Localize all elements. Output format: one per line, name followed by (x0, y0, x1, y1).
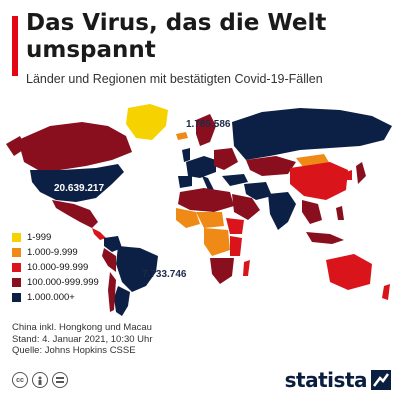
iceland-region (176, 132, 188, 140)
footnote-date: Stand: 4. Januar 2021, 10:30 Uhr (12, 333, 153, 345)
legend-swatch (12, 278, 21, 287)
west-africa-region (176, 208, 200, 228)
legend-label: 100.000-999.999 (27, 277, 99, 288)
china-region (290, 162, 348, 200)
world-map-svg (6, 104, 392, 316)
equals-icon[interactable] (52, 372, 68, 388)
turkey-region (222, 174, 248, 186)
person-glyph (38, 376, 42, 385)
japan-region (356, 162, 366, 184)
map-legend: 1-999 1.000-9.999 10.000-99.999 100.000-… (12, 230, 99, 305)
usa-region (30, 164, 124, 202)
australia-region (326, 254, 372, 290)
legend-swatch (12, 263, 21, 272)
footnotes: China inkl. Hongkong und Macau Stand: 4.… (12, 322, 153, 357)
new-zealand-region (382, 284, 390, 300)
central-africa-region (204, 228, 230, 256)
iberia-region (178, 176, 192, 188)
legend-item: 100.000-999.999 (12, 275, 99, 290)
central-america-region (92, 228, 106, 240)
equals-glyph (56, 377, 64, 383)
philippines-region (336, 206, 344, 220)
callout-india: 10.340.469 (244, 233, 295, 244)
southeast-asia-region (302, 200, 322, 224)
legend-swatch (12, 233, 21, 242)
footnote-source: Quelle: Johns Hopkins CSSE (12, 345, 136, 356)
korea-region (346, 170, 352, 180)
eastern-europe-region (214, 148, 238, 170)
callout-usa: 20.639.217 (54, 183, 105, 194)
southern-africa-region (210, 258, 234, 284)
uk-region (182, 148, 190, 162)
callout-brazil: 7.733.746 (142, 269, 187, 280)
legend-swatch (12, 248, 21, 257)
accent-bar (12, 16, 18, 76)
chile-region (108, 272, 116, 312)
legend-item: 1-999 (12, 230, 99, 245)
callout-russia: 1.785.586 (186, 119, 231, 130)
person-icon[interactable] (32, 372, 48, 388)
greenland-region (126, 104, 168, 140)
peru-region (102, 248, 116, 272)
north-africa-region (178, 188, 234, 212)
kazakhstan-region (246, 156, 296, 176)
indonesia-region (306, 232, 344, 244)
madagascar-region (243, 260, 250, 276)
legend-swatch (12, 293, 21, 302)
western-europe-region (186, 156, 216, 178)
canada-region (18, 122, 132, 170)
logo-text: statista (284, 368, 368, 392)
legend-item: 1.000-9.999 (12, 245, 99, 260)
page-subtitle: Länder und Regionen mit bestätigten Covi… (26, 72, 323, 86)
legend-label: 10.000-99.999 (27, 262, 89, 273)
colombia-region (104, 236, 122, 252)
scandinavia-region (196, 114, 216, 146)
page-title: Das Virus, das die Welt umspannt (26, 10, 327, 63)
footnote-china: China inkl. Hongkong und Macau (12, 322, 152, 333)
ethiopia-region (226, 218, 244, 234)
license-icons: cc (12, 372, 68, 388)
argentina-region (114, 286, 130, 316)
iran-region (244, 182, 272, 200)
arabia-region (232, 194, 260, 220)
sahel-region (196, 212, 224, 228)
brazil-region (116, 246, 158, 292)
alaska-region (6, 136, 26, 156)
mexico-region (52, 200, 98, 228)
statista-logo[interactable]: statista (285, 368, 391, 392)
legend-label: 1.000.000+ (27, 292, 75, 303)
legend-label: 1-999 (27, 232, 52, 243)
russia-region (232, 108, 392, 160)
india-region (268, 192, 296, 230)
world-map: 20.639.217 1.785.586 10.340.469 7.733.74… (0, 100, 405, 320)
legend-label: 1.000-9.999 (27, 247, 78, 258)
cc-icon[interactable]: cc (12, 372, 28, 388)
italy-region (202, 176, 214, 190)
east-africa-region (230, 236, 242, 256)
legend-item: 1.000.000+ (12, 290, 99, 305)
logo-mark-icon (371, 370, 391, 390)
legend-item: 10.000-99.999 (12, 260, 99, 275)
